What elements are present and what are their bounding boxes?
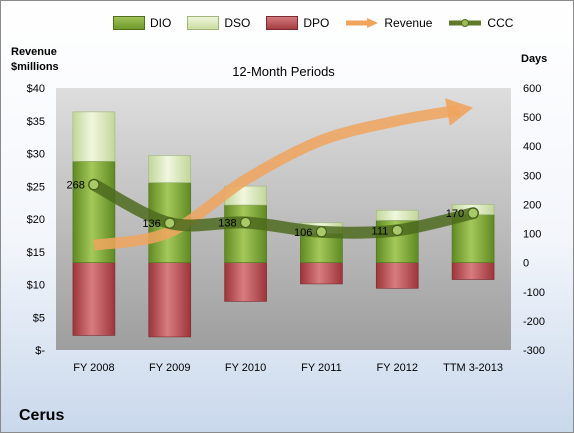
ccc-label-1: 136 xyxy=(142,218,160,230)
bar-dpo-1 xyxy=(148,262,192,338)
x-tick-4: FY 2012 xyxy=(377,362,418,374)
left-axis-title-line1: Revenue xyxy=(11,46,57,58)
left-tick-4: $20 xyxy=(27,214,45,226)
x-tick-0: FY 2008 xyxy=(73,362,114,374)
right-tick-1: 500 xyxy=(523,112,541,124)
bar-dpo-0 xyxy=(72,262,116,336)
bar-dpo-3 xyxy=(300,262,343,285)
left-tick-8: $- xyxy=(35,345,45,357)
legend-label-dpo: DPO xyxy=(303,16,330,30)
ccc-point-3 xyxy=(315,226,327,238)
ccc-point-5 xyxy=(467,207,479,219)
ccc-label-2: 138 xyxy=(218,217,236,229)
ccc-point-2 xyxy=(240,216,252,228)
right-tick-5: 100 xyxy=(523,229,541,241)
ccc-point-1 xyxy=(164,217,176,229)
left-tick-2: $30 xyxy=(27,149,45,161)
left-tick-7: $5 xyxy=(33,312,45,324)
legend-label-revenue: Revenue xyxy=(384,16,433,30)
right-tick-6: 0 xyxy=(523,258,529,270)
legend-label-dso: DSO xyxy=(224,16,251,30)
bar-dso-0 xyxy=(72,111,116,162)
ccc-label-0: 268 xyxy=(67,180,85,192)
legend-line-icon xyxy=(449,19,482,27)
bar-dso-1 xyxy=(148,155,192,183)
left-tick-5: $15 xyxy=(27,247,45,259)
x-tick-1: FY 2009 xyxy=(149,362,190,374)
bar-dio-2 xyxy=(224,204,267,263)
left-tick-0: $40 xyxy=(27,83,45,95)
x-tick-3: FY 2011 xyxy=(301,362,342,374)
right-tick-7: -100 xyxy=(523,287,545,299)
right-tick-4: 200 xyxy=(523,199,541,211)
left-tick-3: $25 xyxy=(27,181,45,193)
legend-item-dpo: DPO xyxy=(266,16,329,30)
ccc-line xyxy=(87,178,480,239)
bar-dso-4 xyxy=(375,209,419,221)
revenue-arrowhead xyxy=(445,98,474,126)
bar-dpo-5 xyxy=(451,262,495,280)
legend-swatch-dio xyxy=(113,16,145,30)
ccc-point-4 xyxy=(391,224,403,236)
legend-arrow-icon xyxy=(346,18,379,28)
bar-dpo-4 xyxy=(375,262,419,289)
legend-swatch-dso xyxy=(187,16,220,30)
left-axis-title: Revenue $millions xyxy=(11,45,59,75)
legend-item-revenue: Revenue xyxy=(345,16,432,30)
left-tick-1: $35 xyxy=(27,116,45,128)
right-tick-0: 600 xyxy=(523,83,541,95)
left-axis-title-line2: $millions xyxy=(11,61,59,73)
legend-item-ccc: CCC xyxy=(448,16,513,30)
legend-item-dio: DIO xyxy=(113,16,171,30)
right-tick-2: 400 xyxy=(523,141,541,153)
bar-dpo-2 xyxy=(224,262,267,302)
x-tick-2: FY 2010 xyxy=(225,362,266,374)
chart-title: 12-Month Periods xyxy=(232,64,335,79)
legend: DIO DSO DPO Revenue CCC xyxy=(113,13,513,33)
company-name: Cerus xyxy=(19,407,65,424)
legend-label-ccc: CCC xyxy=(487,16,514,30)
revenue-line xyxy=(92,104,461,251)
legend-swatch-dpo xyxy=(266,16,299,30)
ccc-label-3: 106 xyxy=(294,227,312,239)
legend-label-dio: DIO xyxy=(150,16,172,30)
right-axis-title: Days xyxy=(521,53,548,65)
left-tick-6: $10 xyxy=(27,280,45,292)
right-tick-9: -300 xyxy=(523,345,545,357)
ccc-label-4: 111 xyxy=(372,225,389,237)
ccc-point-0 xyxy=(88,179,100,191)
x-tick-5: TTM 3-2013 xyxy=(443,362,503,374)
right-tick-8: -200 xyxy=(523,316,545,328)
right-tick-3: 300 xyxy=(523,170,541,182)
bar-dio-3 xyxy=(300,233,343,263)
legend-item-dso: DSO xyxy=(187,16,250,30)
ccc-label-5: 170 xyxy=(446,208,464,220)
